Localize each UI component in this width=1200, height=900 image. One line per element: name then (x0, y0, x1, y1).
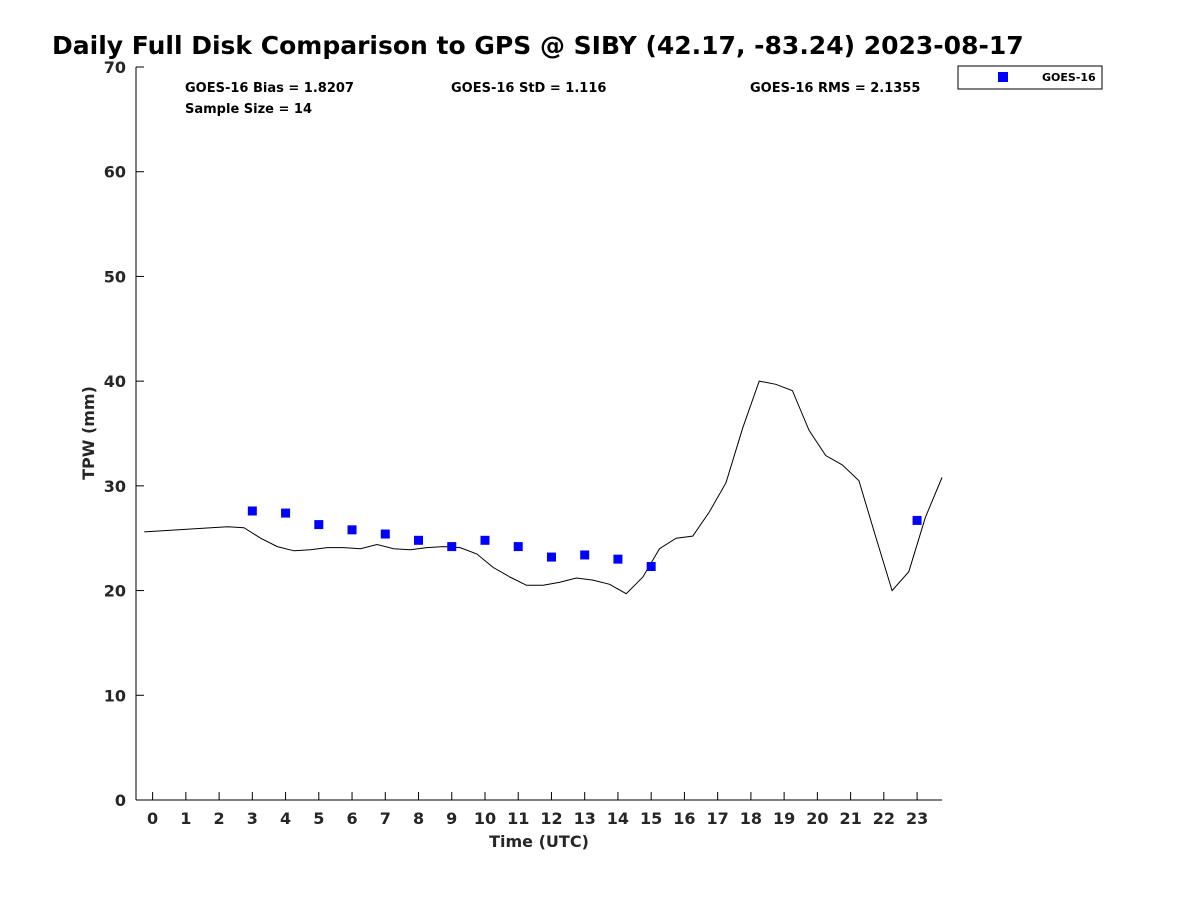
stat-sample-size: Sample Size = 14 (185, 102, 312, 117)
goes16-point (281, 508, 291, 518)
x-tick-label: 6 (346, 809, 357, 828)
legend-marker-goes16 (998, 72, 1008, 82)
x-ticks: 0 1 2 3 4 5 6 7 8 9 10 11 12 13 14 15 16 17 18 19 20 21 22 23 (147, 792, 928, 828)
goes16-point (480, 535, 490, 545)
y-tick-label: 50 (104, 267, 126, 286)
goes16-point (646, 561, 656, 571)
goes16-point (580, 550, 590, 560)
x-tick-label: 8 (413, 809, 424, 828)
y-tick-label: 60 (104, 163, 126, 182)
chart-title: Daily Full Disk Comparison to GPS @ SIBY… (52, 31, 1024, 60)
x-tick-label: 21 (839, 809, 861, 828)
goes16-point (447, 542, 457, 552)
x-tick-label: 23 (906, 809, 928, 828)
x-tick-label: 13 (574, 809, 596, 828)
x-tick-label: 10 (474, 809, 496, 828)
legend-label-goes16: GOES-16 (1042, 71, 1096, 84)
legend: GOES-16 (957, 65, 1103, 90)
goes16-point (613, 554, 623, 564)
x-tick-label: 1 (180, 809, 191, 828)
goes16-point (347, 525, 357, 535)
plot-area (135, 67, 942, 801)
stat-bias: GOES-16 Bias = 1.8207 (185, 81, 354, 96)
y-tick-label: 0 (115, 791, 126, 810)
x-tick-label: 5 (313, 809, 324, 828)
goes16-point (314, 520, 324, 530)
goes16-point (513, 542, 523, 552)
x-tick-label: 22 (873, 809, 895, 828)
x-tick-label: 20 (806, 809, 828, 828)
goes16-point (546, 552, 556, 562)
y-tick-label: 20 (104, 582, 126, 601)
y-tick-label: 40 (104, 372, 126, 391)
y-tick-label: 70 (104, 58, 126, 77)
x-tick-label: 18 (740, 809, 762, 828)
x-tick-label: 16 (673, 809, 695, 828)
x-tick-label: 2 (214, 809, 225, 828)
stat-std: GOES-16 StD = 1.116 (451, 81, 606, 96)
x-tick-label: 15 (640, 809, 662, 828)
x-tick-label: 11 (507, 809, 529, 828)
goes16-point (247, 506, 257, 516)
legend-box (957, 65, 1103, 90)
series-line-gps (144, 380, 943, 595)
y-tick-label: 30 (104, 477, 126, 496)
x-tick-label: 14 (607, 809, 629, 828)
goes16-point (380, 529, 390, 539)
x-tick-label: 7 (380, 809, 391, 828)
x-tick-label: 19 (773, 809, 795, 828)
x-tick-label: 17 (707, 809, 729, 828)
goes16-point (912, 515, 922, 525)
y-ticks: 0 10 20 30 40 50 60 70 (104, 58, 144, 810)
goes16-point (414, 535, 424, 545)
x-tick-label: 9 (446, 809, 457, 828)
x-tick-label: 12 (540, 809, 562, 828)
stat-rms: GOES-16 RMS = 2.1355 (750, 81, 920, 96)
x-tick-label: 0 (147, 809, 158, 828)
x-tick-label: 4 (280, 809, 291, 828)
y-tick-label: 10 (104, 686, 126, 705)
x-tick-label: 3 (247, 809, 258, 828)
series-layer (144, 380, 943, 595)
x-axis-label: Time (UTC) (489, 832, 589, 851)
y-axis-label: TPW (mm) (79, 386, 98, 480)
